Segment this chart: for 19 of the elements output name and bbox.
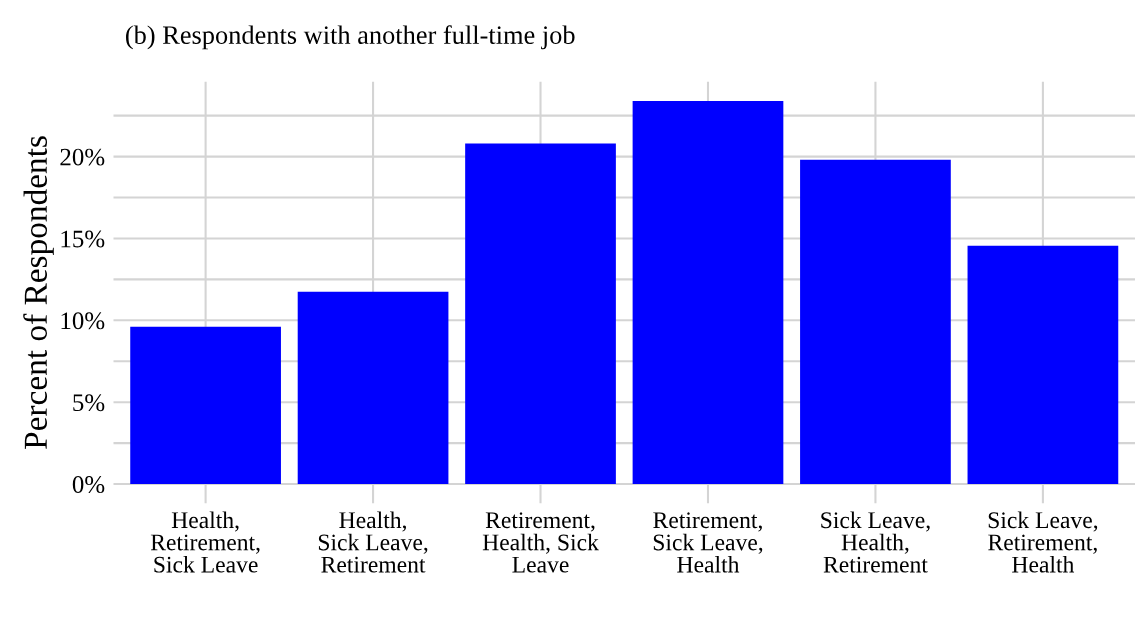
bar (632, 100, 784, 485)
x-tick-label: Retirement, Sick Leave, Health (653, 512, 763, 573)
bar (465, 143, 616, 485)
chart-title: (b) Respondents with another full-time job (126, 25, 575, 50)
x-tick-label: Sick Leave, Retirement, Health (988, 511, 1098, 573)
bar (800, 159, 951, 485)
x-tick-label: Sick Leave, Health, Retirement (821, 511, 930, 573)
bar (967, 245, 1119, 485)
x-tick-label: Retirement, Health, Sick Leave (482, 512, 599, 573)
y-tick-label: 0% (72, 476, 105, 494)
y-tick-label: 20% (60, 148, 105, 166)
y-tick-label: 10% (61, 312, 105, 330)
y-tick-label: 15% (61, 230, 105, 248)
y-axis-title: Percent of Respondents (23, 136, 54, 449)
bar (130, 326, 281, 485)
y-tick-label: 5% (73, 394, 105, 412)
bar (297, 291, 449, 485)
x-tick-label: Health, Sick Leave, Retirement (318, 511, 428, 573)
x-tick-label: Health, Retirement, Sick Leave (150, 511, 260, 573)
